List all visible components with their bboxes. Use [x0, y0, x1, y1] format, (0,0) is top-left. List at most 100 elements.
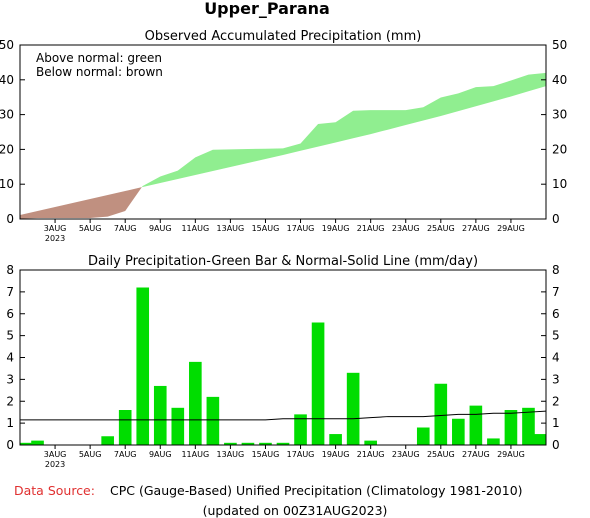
- bottom-ytick-label-right: 0: [552, 438, 560, 452]
- bottom-xtick-label: 25AUG: [427, 450, 455, 459]
- top-xtick-label: 3AUG: [44, 224, 67, 233]
- top-xtick-label: 15AUG: [252, 224, 280, 233]
- below-normal-area: [20, 187, 142, 219]
- bottom-xtick-label: 13AUG: [217, 450, 245, 459]
- bottom-chart-title: Daily Precipitation-Green Bar & Normal-S…: [88, 254, 478, 269]
- bottom-ytick-label-right: 7: [552, 285, 560, 299]
- bottom-xtick-label: 11AUG: [181, 450, 209, 459]
- top-xtick-label: 7AUG: [114, 224, 137, 233]
- top-xtick-label: 17AUG: [287, 224, 315, 233]
- bottom-xtick-label: 17AUG: [287, 450, 315, 459]
- daily-precip-bar: [136, 287, 150, 445]
- bottom-ytick-label-left: 4: [6, 351, 14, 365]
- top-xtick-label: 29AUG: [497, 224, 525, 233]
- bottom-ytick-label-left: 1: [6, 416, 14, 430]
- top-xtick-label: 13AUG: [217, 224, 245, 233]
- top-plot-frame: [19, 44, 547, 220]
- bottom-xtick-label: 21AUG: [357, 450, 385, 459]
- bottom-ytick-label-right: 5: [552, 329, 560, 343]
- daily-precip-bar: [206, 396, 220, 445]
- data-source-label: Data Source:: [14, 483, 95, 498]
- bottom-xtick-label: 29AUG: [497, 450, 525, 459]
- daily-precip-bar: [189, 361, 202, 445]
- bottom-xtick-label: 9AUG: [149, 450, 172, 459]
- top-xtick-label: 21AUG: [357, 224, 385, 233]
- bottom-xtick-label: 23AUG: [392, 450, 420, 459]
- top-xtick-label: 5AUG: [79, 224, 102, 233]
- daily-precip-bar: [364, 440, 377, 445]
- daily-precip-bar: [434, 383, 448, 445]
- bottom-ytick-label-right: 4: [552, 351, 560, 365]
- daily-precip-bar: [171, 407, 185, 445]
- bottom-ytick-label-left: 7: [6, 285, 14, 299]
- daily-precip-bar: [259, 442, 272, 445]
- bottom-ytick-label-left: 0: [6, 438, 14, 452]
- daily-precip-bar: [452, 418, 465, 445]
- daily-precip-bar: [31, 440, 44, 445]
- bottom-year-label: 2023: [45, 460, 65, 469]
- top-xtick-label: 9AUG: [149, 224, 172, 233]
- updated-timestamp: (updated on 00Z31AUG2023): [203, 503, 388, 518]
- daily-precip-bar: [346, 372, 360, 445]
- daily-precip-bar: [311, 322, 325, 445]
- top-ytick-label-right: 0: [552, 212, 560, 226]
- daily-precip-bar: [118, 410, 132, 445]
- bottom-xtick-label: 7AUG: [114, 450, 137, 459]
- top-ytick-label-left: 10: [0, 177, 14, 191]
- bottom-ytick-label-left: 2: [6, 394, 14, 408]
- top-ytick-label-right: 30: [552, 108, 567, 122]
- bottom-ytick-label-left: 3: [6, 372, 14, 386]
- daily-precip-bar: [224, 442, 237, 445]
- legend-below-normal: Below normal: brown: [36, 65, 163, 79]
- daily-precip-bar: [101, 436, 114, 445]
- above-normal-area: [141, 72, 547, 188]
- top-ytick-label-left: 50: [0, 38, 14, 52]
- bottom-xtick-label: 27AUG: [462, 450, 490, 459]
- daily-precip-bar: [522, 407, 535, 445]
- top-ytick-label-left: 20: [0, 142, 14, 156]
- daily-precip-bar: [469, 405, 483, 445]
- data-source-text: CPC (Gauge-Based) Unified Precipitation …: [110, 483, 523, 498]
- top-ytick-label-right: 10: [552, 177, 567, 191]
- top-xtick-label: 23AUG: [392, 224, 420, 233]
- daily-precip-bar: [533, 434, 546, 445]
- top-chart-title: Observed Accumulated Precipitation (mm): [145, 29, 422, 44]
- daily-precip-bar: [276, 442, 290, 445]
- daily-precip-bar: [294, 414, 307, 445]
- top-xtick-label: 27AUG: [462, 224, 490, 233]
- bottom-xtick-label: 19AUG: [322, 450, 350, 459]
- normal-precip-line: [20, 410, 547, 421]
- page-title: Upper_Parana: [204, 0, 330, 18]
- top-ytick-label-right: 20: [552, 142, 567, 156]
- top-xtick-label: 11AUG: [181, 224, 209, 233]
- bottom-ytick-label-right: 8: [552, 263, 560, 277]
- daily-precip-bar: [329, 434, 342, 445]
- bottom-ytick-label-right: 1: [552, 416, 560, 430]
- bottom-xtick-label: 15AUG: [252, 450, 280, 459]
- top-xtick-label: 25AUG: [427, 224, 455, 233]
- top-ytick-label-left: 30: [0, 108, 14, 122]
- bottom-ytick-label-left: 5: [6, 329, 14, 343]
- bottom-ytick-label-right: 6: [552, 307, 560, 321]
- bottom-ytick-label-right: 2: [552, 394, 560, 408]
- daily-precip-bar: [504, 410, 518, 445]
- daily-precip-bar: [153, 385, 167, 445]
- legend-above-normal: Above normal: green: [36, 51, 162, 65]
- top-xtick-label: 19AUG: [322, 224, 350, 233]
- top-year-label: 2023: [45, 234, 65, 243]
- daily-precip-chart: 0 0 1 1 2 2 3 3 4 4 5 5 6 6 7 7 8 8 3AUG 5AUG 7AUG 9AUG 11AUG 1…: [6, 254, 559, 469]
- top-ytick-label-right: 50: [552, 38, 567, 52]
- daily-precip-bar: [20, 442, 33, 445]
- bottom-xtick-label: 3AUG: [44, 450, 67, 459]
- daily-precip-bar: [416, 427, 430, 445]
- daily-precip-bar: [241, 442, 255, 445]
- bottom-ytick-label-left: 6: [6, 307, 14, 321]
- accumulated-precip-chart: 0 0 10 10 20 20 30 30 40 40 50 50 3AUG 5AUG 7AUG 9AUG 11…: [0, 29, 567, 243]
- top-ytick-label-left: 0: [6, 212, 14, 226]
- top-ytick-label-right: 40: [552, 73, 567, 87]
- bottom-ytick-label-left: 8: [6, 263, 14, 277]
- top-ytick-label-left: 40: [0, 73, 14, 87]
- bottom-xtick-label: 5AUG: [79, 450, 102, 459]
- daily-precip-bar: [487, 438, 500, 445]
